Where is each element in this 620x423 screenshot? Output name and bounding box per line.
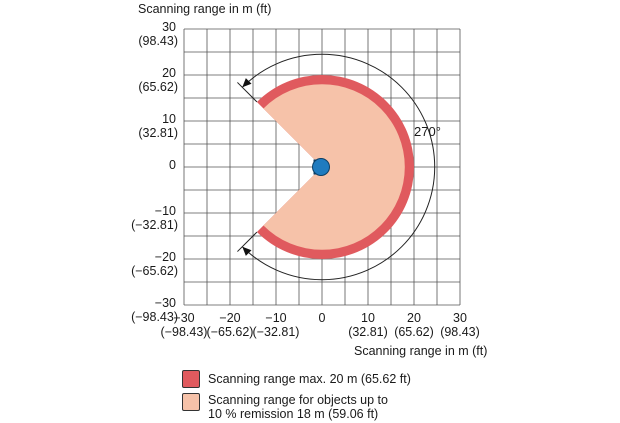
- y-tick-sublabel: (−32.81): [131, 218, 178, 232]
- y-tick-sublabel: (98.43): [138, 34, 178, 48]
- y-axis-title: Scanning range in m (ft): [138, 2, 272, 16]
- x-tick-sublabel: (−98.43): [160, 325, 208, 339]
- y-tick-sublabel: (65.62): [138, 80, 178, 94]
- angle-dimension-arc: [241, 53, 436, 281]
- y-tick-label: −30: [154, 296, 176, 310]
- x-axis-title: Scanning range in m (ft): [354, 344, 488, 358]
- y-tick-label: 30: [162, 20, 176, 34]
- x-tick-label: 10: [361, 311, 375, 325]
- angle-label: 270°: [414, 124, 441, 139]
- x-tick-label: −20: [219, 311, 241, 325]
- x-tick-label: 20: [407, 311, 421, 325]
- x-tick-label: 30: [453, 311, 467, 325]
- angle-limit-line-upper: [237, 82, 258, 103]
- x-tick-sublabel: (32.81): [348, 325, 388, 339]
- y-tick-label: −10: [154, 204, 176, 218]
- x-tick-sublabel: (−65.62): [206, 325, 254, 339]
- x-tick-label: −10: [265, 311, 287, 325]
- x-tick-label: −30: [173, 311, 195, 325]
- y-tick-sublabel: (−98.43): [131, 310, 178, 324]
- angle-arrowhead-upper: [242, 78, 252, 88]
- x-tick-label: 0: [318, 311, 326, 325]
- angle-arrowhead-lower: [242, 246, 252, 256]
- y-tick-label: 20: [162, 66, 176, 80]
- legend-label-max-range: Scanning range max. 20 m (65.62 ft): [208, 372, 411, 386]
- y-tick-sublabel: (32.81): [138, 126, 178, 140]
- angle-limit-line-lower: [237, 231, 258, 252]
- legend-swatch-remission-range: [182, 393, 200, 411]
- y-tick-label: −20: [154, 250, 176, 264]
- legend-label-remission-line2: 10 % remission 18 m (59.06 ft): [208, 407, 379, 421]
- legend-swatch-max-range: [182, 370, 200, 388]
- y-tick-label: 10: [162, 112, 176, 126]
- x-tick-sublabel: (−32.81): [252, 325, 300, 339]
- y-tick-sublabel: (−65.62): [131, 264, 178, 278]
- x-tick-sublabel: (98.43): [440, 325, 480, 339]
- legend-item-remission-range: Scanning range for objects up to 10 % re…: [182, 393, 442, 423]
- y-tick-label: 0: [169, 158, 176, 172]
- sensor-head: [312, 158, 330, 176]
- legend-label-remission-line1: Scanning range for objects up to: [208, 393, 388, 407]
- x-tick-sublabel: (65.62): [394, 325, 434, 339]
- legend-item-max-range: Scanning range max. 20 m (65.62 ft): [182, 370, 442, 388]
- remission-range-field: [263, 84, 405, 250]
